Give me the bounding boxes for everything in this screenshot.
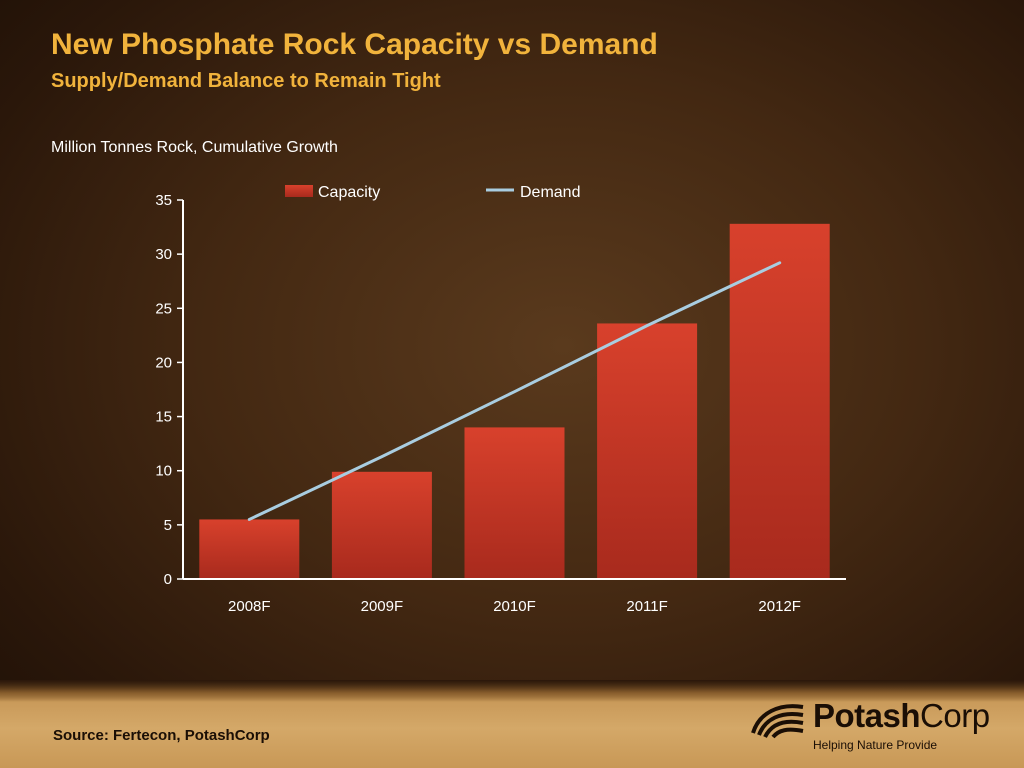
y-tick-label-30: 30 bbox=[155, 246, 172, 263]
chart-legend: Capacity Demand bbox=[285, 184, 580, 201]
slide-subtitle: Supply/Demand Balance to Remain Tight bbox=[51, 70, 441, 92]
capacity-bar-2008F bbox=[199, 519, 300, 579]
potashcorp-logo-mark bbox=[751, 704, 804, 739]
logo-name-light: Corp bbox=[920, 697, 990, 734]
y-tick-label-10: 10 bbox=[155, 463, 172, 480]
units-label: Million Tonnes Rock, Cumulative Growth bbox=[51, 139, 338, 156]
logo-tagline: Helping Nature Provide bbox=[813, 738, 938, 752]
x-tick-label-2008F: 2008F bbox=[228, 598, 271, 615]
capacity-demand-chart: Capacity Demand 0 5 10 15 20 25 30 35 2008F 2009F 2… bbox=[155, 184, 846, 615]
logo-name-bold: Potash bbox=[813, 697, 921, 734]
logo-name: PotashCorp bbox=[813, 697, 990, 735]
x-tick-label-2009F: 2009F bbox=[361, 598, 404, 615]
y-tick-label-0: 0 bbox=[164, 571, 172, 588]
demand-line-group bbox=[247, 261, 782, 521]
capacity-bar-2010F bbox=[464, 427, 565, 579]
source-label: Source: Fertecon, PotashCorp bbox=[53, 727, 270, 744]
capacity-bar-2011F bbox=[597, 323, 698, 579]
y-tick-label-15: 15 bbox=[155, 409, 172, 426]
potashcorp-logo: PotashCorp Helping Nature Provide bbox=[745, 696, 995, 756]
y-tick-label-25: 25 bbox=[155, 300, 172, 317]
x-tick-label-2011F: 2011F bbox=[626, 598, 667, 615]
capacity-bar-2012F bbox=[729, 223, 830, 579]
capacity-bars bbox=[199, 223, 830, 579]
footer-band bbox=[0, 680, 1024, 768]
legend-capacity-label: Capacity bbox=[318, 184, 380, 201]
y-tick-label-20: 20 bbox=[155, 354, 172, 371]
x-tick-label-2010F: 2010F bbox=[493, 598, 536, 615]
y-tick-label-35: 35 bbox=[155, 192, 172, 209]
slide-title: New Phosphate Rock Capacity vs Demand bbox=[51, 28, 658, 61]
capacity-bar-2009F bbox=[331, 471, 432, 579]
chart-axes: 0 5 10 15 20 25 30 35 2008F 2009F 2010F 2011F 2012F bbox=[155, 192, 846, 615]
y-tick-label-5: 5 bbox=[164, 517, 172, 534]
legend-demand-label: Demand bbox=[520, 184, 580, 201]
legend-capacity-swatch bbox=[285, 185, 313, 197]
x-tick-label-2012F: 2012F bbox=[758, 598, 801, 615]
